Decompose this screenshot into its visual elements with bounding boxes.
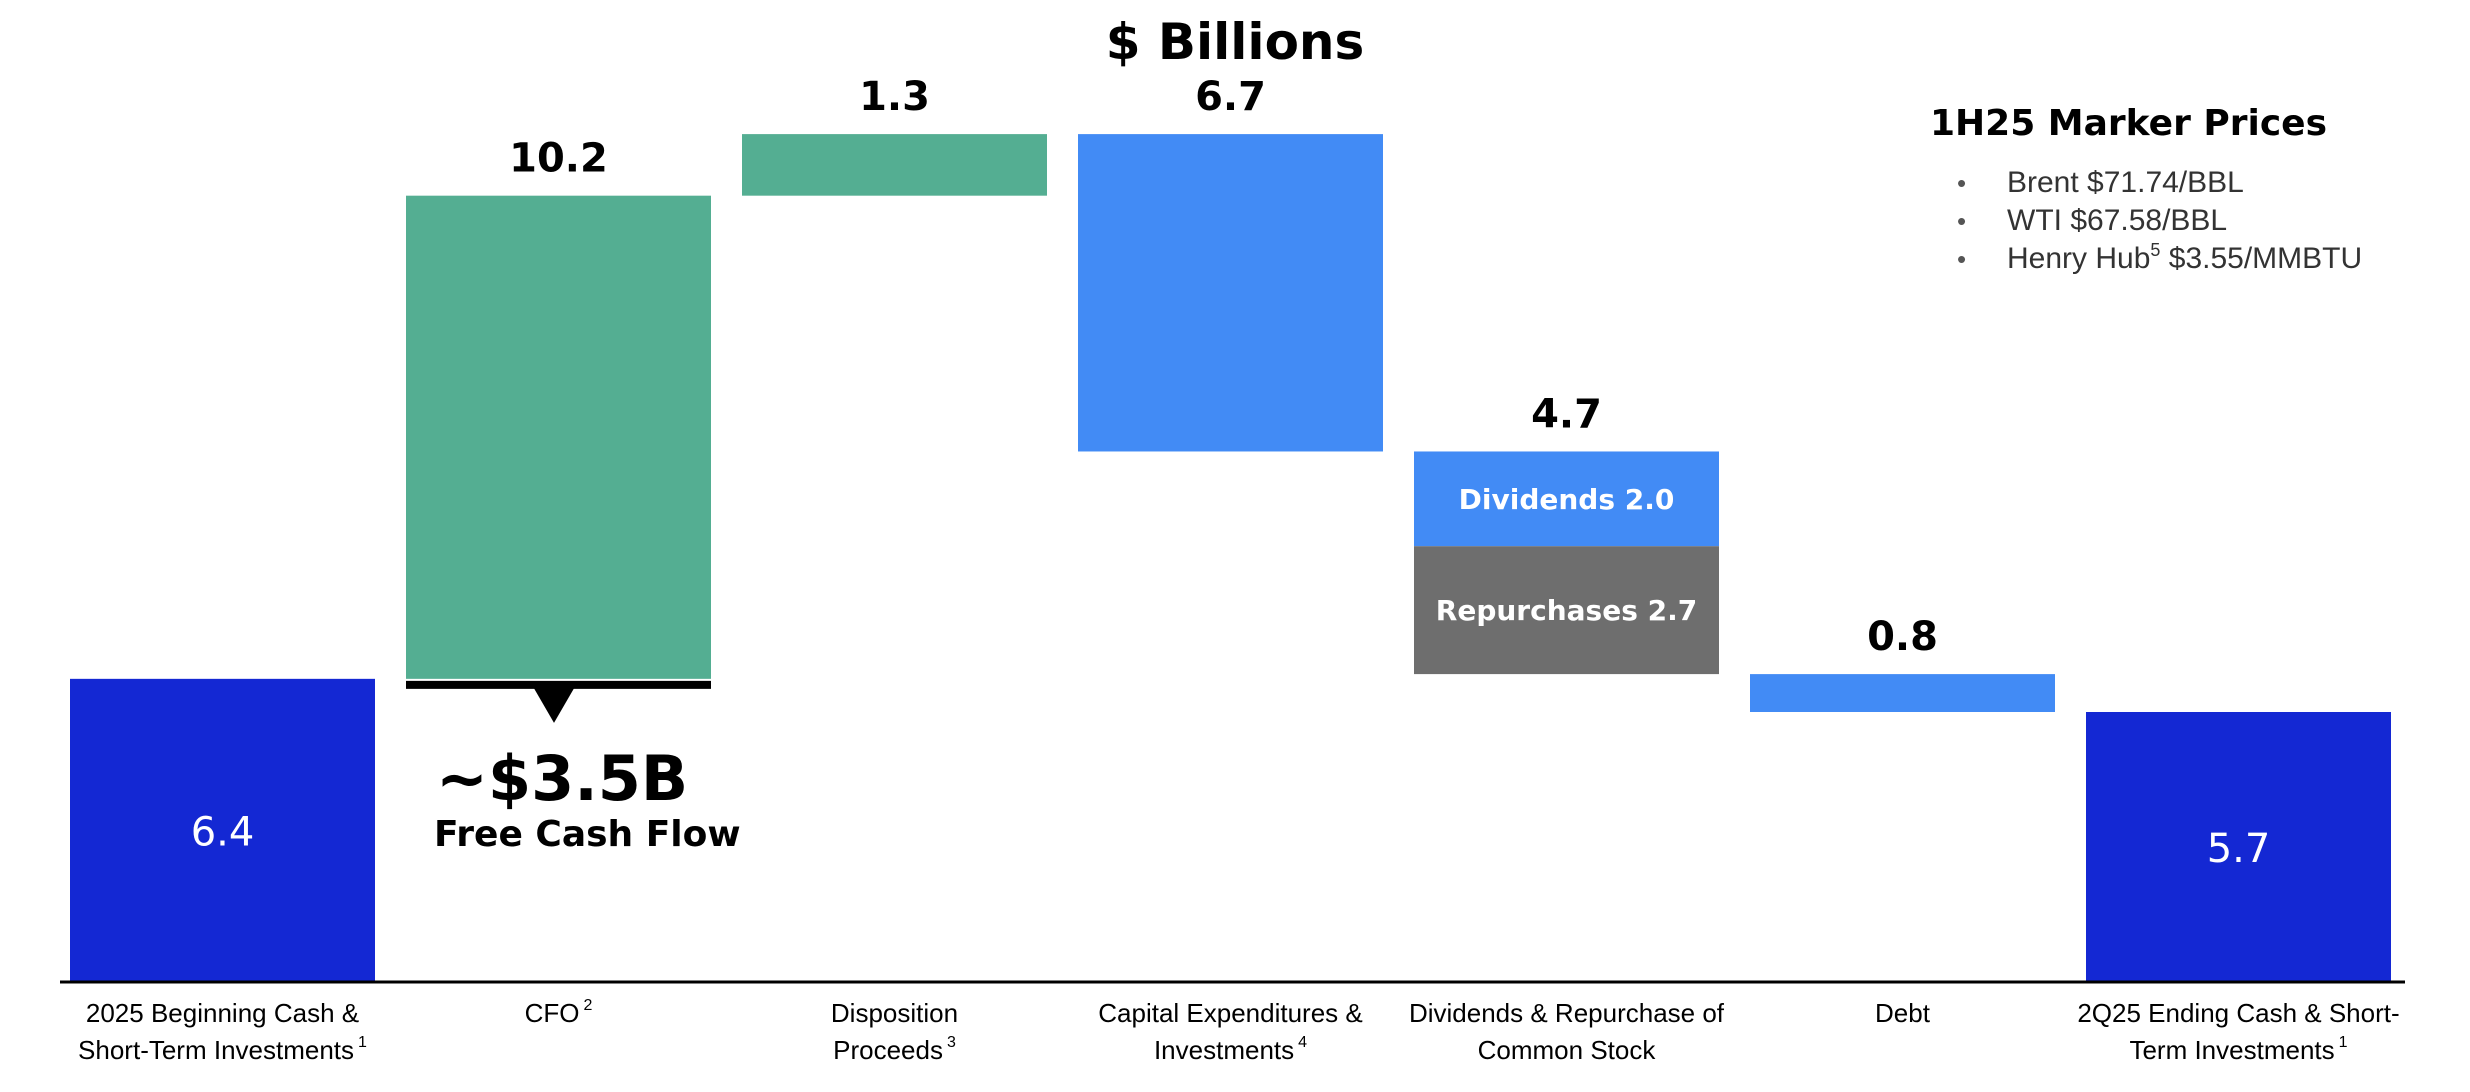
footnote-ending: 1 — [2339, 1034, 2348, 1051]
marker-price-wti: WTI $67.58/BBL — [2007, 204, 2227, 237]
value-label-cfo: 10.2 — [509, 136, 608, 182]
marker-price-brent: Brent $71.74/BBL — [2007, 166, 2244, 199]
bars-layer — [70, 134, 2391, 982]
fcf-value: ~$3.5B — [436, 742, 688, 815]
value-label-debt: 0.8 — [1867, 614, 1938, 660]
marker-prices-title: 1H25 Marker Prices — [1930, 103, 2327, 144]
labels-layer: 6.4 2025 Beginning Cash & Short-Term Inves… — [78, 74, 2400, 1065]
bar-debt — [1750, 674, 2055, 712]
footnote-beginning: 1 — [358, 1034, 367, 1051]
category-label-shareholder: Dividends & Repurchase of Common Stock — [1409, 998, 1725, 1065]
value-label-capex: 6.7 — [1195, 74, 1266, 120]
bar-ending — [2086, 712, 2391, 982]
category-label-debt: Debt — [1875, 998, 1931, 1028]
bar-shareholder-segment-repurchases — [1414, 546, 1719, 675]
marker-bullet: • — [1957, 244, 1966, 274]
segment-label-dividends: Dividends 2.0 — [1459, 483, 1675, 516]
value-label-disposition: 1.3 — [859, 74, 930, 120]
segment-label-repurchases: Repurchases 2.7 — [1436, 594, 1697, 627]
bar-disposition — [742, 134, 1047, 196]
category-label-ending: 2Q25 Ending Cash & Short-Term Investment… — [2077, 998, 2399, 1065]
fcf-pointer — [532, 684, 576, 723]
footnote-disposition: 3 — [947, 1034, 956, 1051]
fcf-text: Free Cash Flow — [434, 814, 741, 855]
footnote-capex: 4 — [1298, 1034, 1307, 1051]
category-label-disposition: Disposition Proceeds 3 — [831, 998, 958, 1065]
marker-bullet: • — [1957, 168, 1966, 198]
footnote-cfo: 2 — [583, 997, 592, 1014]
value-label-ending: 5.7 — [2207, 826, 2271, 872]
value-label-shareholder: 4.7 — [1531, 391, 1602, 437]
bar-cfo — [406, 195, 711, 679]
value-label-beginning: 6.4 — [191, 809, 255, 855]
category-label-cfo: CFO 2 — [525, 997, 593, 1028]
category-label-capex: Capital Expenditures & Investments 4 — [1098, 998, 1362, 1065]
bar-capex — [1078, 134, 1383, 452]
marker-bullet: • — [1957, 206, 1966, 236]
bar-beginning — [70, 678, 375, 982]
category-label-beginning: 2025 Beginning Cash & Short-Term Investme… — [78, 998, 367, 1065]
bar-shareholder-segment-dividends — [1414, 451, 1719, 547]
marker-price-henry-hub: Henry Hub5 $3.55/MMBTU — [2007, 240, 2362, 275]
chart-title: $ Billions — [1106, 13, 1365, 71]
marker-prices-box: 1H25 Marker Prices • Brent $71.74/BBL • WTI … — [1930, 103, 2362, 275]
